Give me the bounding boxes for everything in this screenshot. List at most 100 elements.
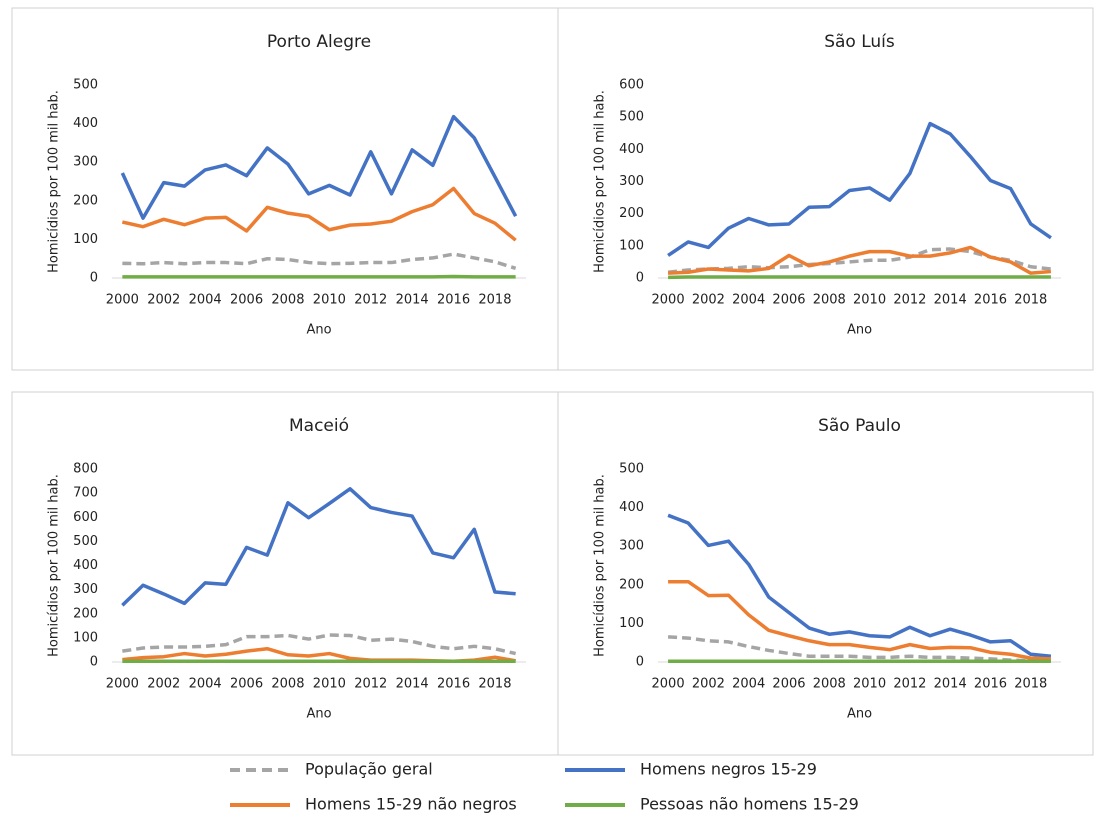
y-tick-label: 400	[73, 558, 98, 573]
y-tick-label: 400	[73, 116, 98, 131]
series-line	[667, 247, 1052, 274]
x-tick-label: 2002	[147, 293, 180, 308]
x-tick-label: 2012	[354, 677, 387, 692]
y-tick-label: 400	[619, 142, 644, 157]
x-tick-label: 2002	[147, 677, 180, 692]
x-tick-label: 2008	[813, 677, 846, 692]
x-tick-label: 2016	[437, 677, 470, 692]
x-tick-label: 2008	[813, 293, 846, 308]
y-axis-label: Homicídios por 100 mil hab.	[593, 474, 608, 657]
y-tick-label: 300	[73, 155, 98, 170]
x-tick-label: 2000	[652, 677, 685, 692]
x-tick-label: 2014	[396, 677, 429, 692]
y-tick-label: 800	[73, 462, 98, 477]
subplot: Maceió Homicídios por 100 mil hab. Ano 0 100…	[11, 391, 559, 756]
x-tick-label: 2000	[106, 677, 139, 692]
y-tick-label: 300	[73, 582, 98, 597]
y-tick-label: 500	[73, 78, 98, 93]
x-tick-label: 2018	[1014, 293, 1047, 308]
x-axis-label: Ano	[306, 323, 331, 338]
x-tick-label: 2016	[974, 677, 1007, 692]
x-tick-label: 2012	[893, 677, 926, 692]
y-tick-label: 500	[619, 462, 644, 477]
y-tick-label: 100	[619, 238, 644, 253]
y-tick-label: 200	[619, 206, 644, 221]
x-tick-label: 2000	[652, 293, 685, 308]
x-axis-label: Ano	[306, 707, 331, 722]
y-tick-label: 500	[73, 534, 98, 549]
y-tick-label: 100	[73, 630, 98, 645]
y-tick-label: 500	[619, 110, 644, 125]
x-tick-label: 2006	[772, 293, 805, 308]
x-tick-label: 2018	[1014, 677, 1047, 692]
subplot: São Luís Homicídios por 100 mil hab. Ano 0 1…	[557, 7, 1094, 371]
panel-border	[11, 7, 559, 371]
series-line	[122, 252, 517, 271]
x-tick-label: 2018	[478, 293, 511, 308]
subplot: São Paulo Homicídios por 100 mil hab. Ano 0…	[557, 391, 1094, 756]
x-tick-label: 2010	[313, 293, 346, 308]
series-line	[667, 635, 1051, 663]
series-line	[121, 186, 517, 242]
y-tick-label: 200	[619, 577, 644, 592]
x-tick-label: 2006	[772, 677, 805, 692]
legend-label: Pessoas não homens 15-29	[640, 795, 859, 814]
x-tick-label: 2010	[313, 677, 346, 692]
x-tick-label: 2006	[230, 677, 263, 692]
subplot: Porto Alegre Homicídios por 100 mil hab. A…	[11, 7, 559, 371]
chart-title: Maceió	[289, 416, 349, 436]
chart-title: São Luís	[824, 32, 895, 52]
x-tick-label: 2018	[478, 677, 511, 692]
series-line	[121, 487, 516, 607]
panel-border	[557, 7, 1094, 371]
x-tick-label: 2016	[437, 293, 470, 308]
x-axis-label: Ano	[847, 707, 872, 722]
y-tick-label: 600	[619, 78, 644, 93]
chart-title: São Paulo	[818, 416, 901, 436]
legend-label: Homens negros 15-29	[640, 760, 817, 779]
x-tick-label: 2004	[732, 293, 765, 308]
y-axis-label: Homicídios por 100 mil hab.	[47, 90, 62, 273]
series-line	[122, 646, 516, 664]
series-line	[120, 114, 518, 220]
y-tick-label: 0	[636, 271, 644, 286]
legend-label: Homens 15-29 não negros	[305, 795, 517, 814]
y-tick-label: 300	[619, 174, 644, 189]
series-line	[667, 121, 1052, 257]
x-axis-label: Ano	[847, 323, 872, 338]
x-tick-label: 2006	[230, 293, 263, 308]
y-tick-label: 100	[73, 232, 98, 247]
x-tick-label: 2012	[354, 293, 387, 308]
series-line	[122, 633, 517, 656]
x-tick-label: 2008	[271, 677, 304, 692]
x-tick-label: 2002	[692, 293, 725, 308]
y-tick-label: 200	[73, 193, 98, 208]
y-tick-label: 300	[619, 539, 644, 554]
x-tick-label: 2000	[106, 293, 139, 308]
y-tick-label: 100	[619, 616, 644, 631]
x-tick-label: 2016	[974, 293, 1007, 308]
chart-title: Porto Alegre	[267, 32, 371, 52]
y-tick-label: 0	[636, 655, 644, 670]
x-tick-label: 2002	[692, 677, 725, 692]
y-tick-label: 0	[90, 655, 98, 670]
y-axis-label: Homicídios por 100 mil hab.	[47, 474, 62, 657]
y-tick-label: 400	[619, 500, 644, 515]
y-tick-label: 700	[73, 486, 98, 501]
x-tick-label: 2004	[189, 293, 222, 308]
y-tick-label: 0	[90, 271, 98, 286]
series-line	[668, 579, 1051, 661]
panel-border	[557, 391, 1094, 756]
panel-border	[11, 391, 559, 756]
x-tick-label: 2004	[189, 677, 222, 692]
series-line	[667, 513, 1052, 658]
x-tick-label: 2014	[934, 677, 967, 692]
x-tick-label: 2014	[396, 293, 429, 308]
legend-label: População geral	[305, 760, 433, 779]
x-tick-label: 2014	[934, 293, 967, 308]
series-line	[667, 245, 1052, 275]
x-tick-label: 2010	[853, 293, 886, 308]
x-tick-label: 2008	[271, 293, 304, 308]
x-tick-label: 2010	[853, 677, 886, 692]
